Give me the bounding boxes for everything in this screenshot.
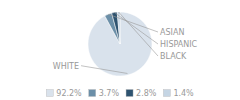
chart: WHITE ASIAN HISPANIC BLACK 92.2% 3.7% 2.8% 1.4% — [0, 0, 240, 100]
legend-swatch — [163, 90, 170, 97]
pie-slice — [88, 12, 152, 76]
legend-label: 2.8% — [136, 89, 157, 98]
legend-item: 1.4% — [163, 89, 194, 98]
legend-item: 3.7% — [89, 89, 120, 98]
legend-item: 2.8% — [126, 89, 157, 98]
pie-slice — [117, 12, 120, 44]
slice-label: BLACK — [160, 52, 187, 61]
leader-line — [108, 14, 158, 32]
leader-line — [119, 12, 158, 56]
leader-line — [81, 66, 127, 74]
legend-label: 3.7% — [99, 89, 120, 98]
legend-label: 1.4% — [173, 89, 194, 98]
slice-label: WHITE — [53, 62, 79, 71]
legend-swatch — [89, 90, 96, 97]
legend-item: 92.2% — [46, 89, 82, 98]
leader-line — [114, 12, 158, 44]
legend: 92.2% 3.7% 2.8% 1.4% — [46, 89, 194, 98]
legend-swatch — [46, 90, 53, 97]
slice-label: ASIAN — [160, 28, 184, 37]
legend-swatch — [126, 90, 133, 97]
pie — [88, 12, 152, 76]
slice-label: HISPANIC — [160, 40, 198, 49]
annotations: WHITE ASIAN HISPANIC BLACK — [53, 12, 198, 73]
legend-label: 92.2% — [56, 89, 82, 98]
